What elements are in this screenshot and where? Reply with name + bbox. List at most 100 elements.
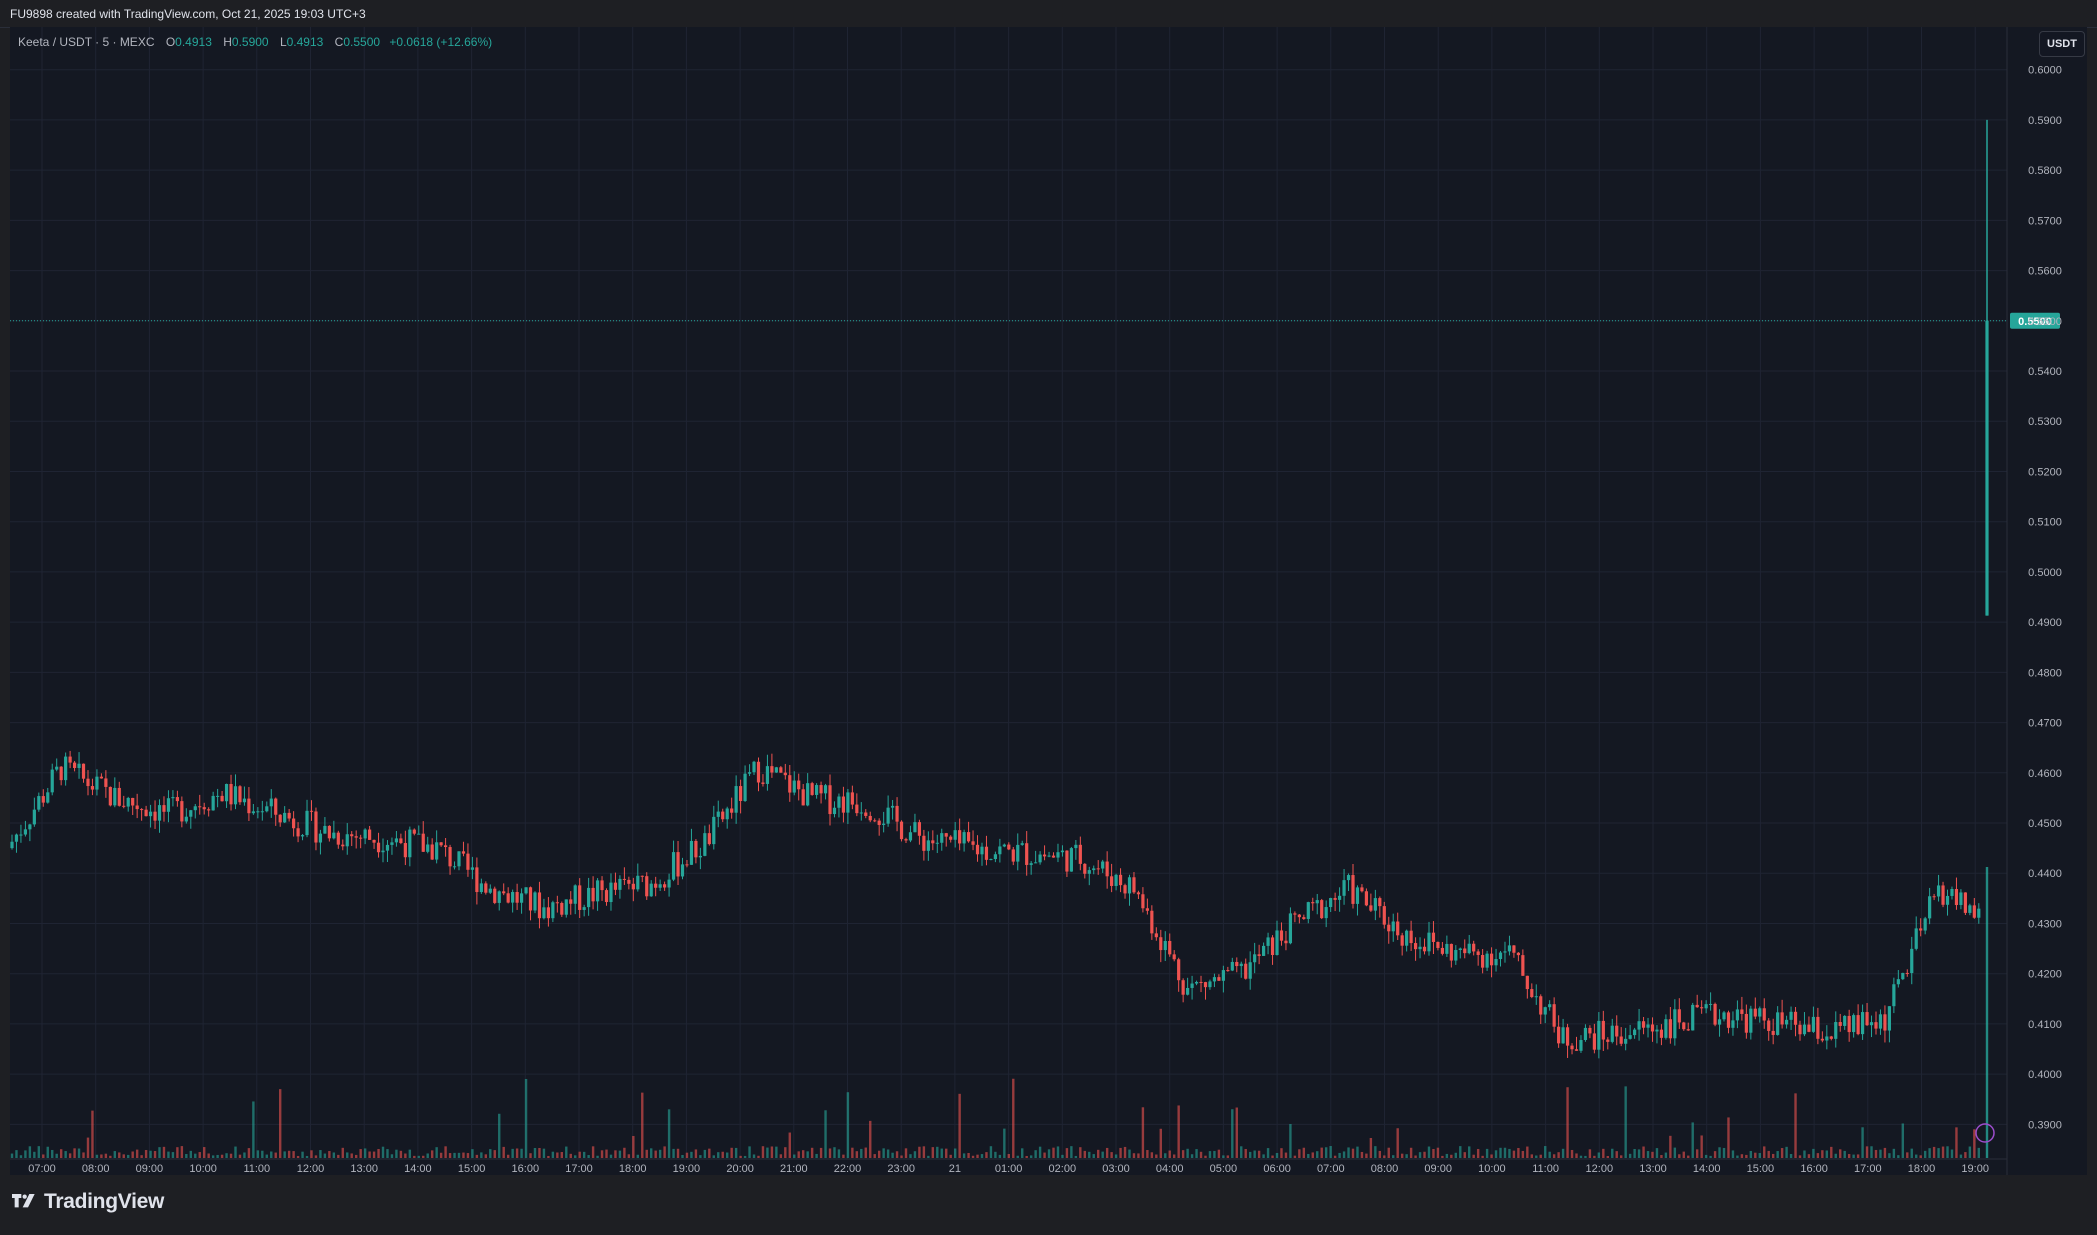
attribution-text: FU9898 created with TradingView.com, Oct… <box>10 7 366 21</box>
volume-bar <box>46 1146 49 1158</box>
candle-body <box>1181 980 1185 995</box>
volume-bar <box>748 1146 751 1158</box>
candle-body <box>1695 1004 1699 1008</box>
volume-bar <box>1293 1155 1297 1158</box>
volume-bar <box>936 1146 939 1158</box>
volume-bar <box>1575 1153 1578 1158</box>
candle-body <box>278 814 282 823</box>
volume-bar <box>1932 1146 1936 1158</box>
candle-body <box>1262 945 1266 956</box>
volume-bar <box>967 1152 970 1158</box>
time-tick-label: 15:00 <box>458 1163 486 1175</box>
time-tick-label: 04:00 <box>1156 1163 1184 1175</box>
candle-body <box>269 798 273 807</box>
chart-pane[interactable]: 0.5500 0.3900 0.4000 0.4100 0.4200 0.4300 0.4… <box>10 27 2087 1175</box>
candles[interactable] <box>10 119 1989 1059</box>
candle-body <box>108 786 112 806</box>
symbol-label[interactable]: Keeta / USDT · 5 · MEXC <box>18 35 155 49</box>
candle-body <box>131 797 135 806</box>
candle-body <box>1534 996 1538 998</box>
volume-bar <box>104 1153 108 1158</box>
last-price-line: 0.5500 <box>10 312 2060 1143</box>
candle-body <box>332 832 336 839</box>
volume-bar <box>377 1148 380 1158</box>
candle-body <box>1051 855 1056 858</box>
candle-body <box>765 766 770 784</box>
volume-bar <box>439 1152 443 1158</box>
candle-body <box>1333 898 1337 900</box>
candle-body <box>1829 1036 1833 1039</box>
candle-body <box>46 792 50 803</box>
price-chart[interactable]: 0.5500 0.3900 0.4000 0.4100 0.4200 0.4300 0.4… <box>10 27 2087 1175</box>
candle-body <box>725 808 729 820</box>
candle-body <box>1324 907 1328 919</box>
candle-body <box>1601 1020 1605 1040</box>
candle-body <box>1105 861 1109 877</box>
candle-body <box>1722 1012 1726 1020</box>
volume-bar <box>690 1151 693 1158</box>
candle-body <box>354 836 358 838</box>
candle-body <box>1275 930 1279 956</box>
candle-body <box>587 887 591 908</box>
candle-body <box>792 780 796 793</box>
candle-body <box>1320 900 1324 919</box>
candle-body <box>926 840 930 851</box>
volume-bar <box>676 1148 680 1158</box>
volume-bar <box>1615 1151 1618 1158</box>
volume-bar <box>203 1147 206 1158</box>
volume-bar <box>127 1154 130 1158</box>
volume-bar <box>247 1148 251 1158</box>
volume-bar <box>860 1148 863 1158</box>
candle-body <box>37 796 41 810</box>
currency-button[interactable]: USDT <box>2039 31 2085 57</box>
open-value: 0.4913 <box>175 35 212 49</box>
candle-body <box>64 756 68 781</box>
volume-bar <box>1977 1147 1980 1158</box>
volume-bar <box>430 1150 434 1158</box>
candle-body <box>135 805 139 810</box>
candle-body <box>1413 943 1418 950</box>
volume-bar <box>520 1148 523 1158</box>
candle-body <box>1346 875 1351 881</box>
candle-body <box>318 833 323 843</box>
candle-body <box>1825 1036 1829 1041</box>
volume-bar <box>1333 1155 1337 1158</box>
candle-body <box>1700 1007 1704 1009</box>
candle-body <box>595 880 600 902</box>
volume-bar <box>542 1148 546 1158</box>
volume-bar <box>1722 1147 1726 1158</box>
candle-body <box>189 810 193 817</box>
candle-body <box>251 811 255 814</box>
volume-bar <box>68 1153 72 1158</box>
candle-body <box>1977 908 1981 918</box>
candle-body <box>1816 1016 1820 1039</box>
candle-body <box>1114 874 1118 886</box>
volume-bar <box>1485 1148 1489 1158</box>
time-axis[interactable]: 07:00 08:00 09:00 10:00 11:00 12:00 13:00 14:00… <box>28 1163 1989 1175</box>
candle-body <box>300 835 305 837</box>
candle-body <box>166 798 171 812</box>
volume-bar <box>381 1146 385 1158</box>
volume-bar <box>274 1152 277 1158</box>
candle-body <box>1127 877 1132 894</box>
volume-bar <box>931 1147 935 1158</box>
volume-bar <box>511 1148 514 1158</box>
volume-bar <box>1114 1154 1118 1158</box>
tradingview-brand[interactable]: TradingView <box>12 1190 164 1214</box>
volume-bar <box>1776 1151 1779 1158</box>
candle-body <box>162 805 166 812</box>
volume-bar <box>1146 1150 1149 1158</box>
volume-bar <box>1847 1154 1851 1158</box>
volume-bar <box>444 1146 447 1158</box>
volume-bar <box>1718 1147 1721 1158</box>
volume-bar <box>712 1155 715 1158</box>
price-axis[interactable]: 0.3900 0.4000 0.4100 0.4200 0.4300 0.4400 0.45… <box>2028 65 2062 1132</box>
volume-bar <box>1284 1152 1288 1158</box>
candle-body <box>823 785 828 794</box>
volume-bar <box>784 1147 787 1158</box>
candle-body <box>1038 854 1042 863</box>
candle-body <box>1230 961 1234 971</box>
volume-bar <box>775 1146 778 1158</box>
volume-bar <box>1141 1107 1145 1158</box>
volume-bar <box>1646 1151 1650 1158</box>
